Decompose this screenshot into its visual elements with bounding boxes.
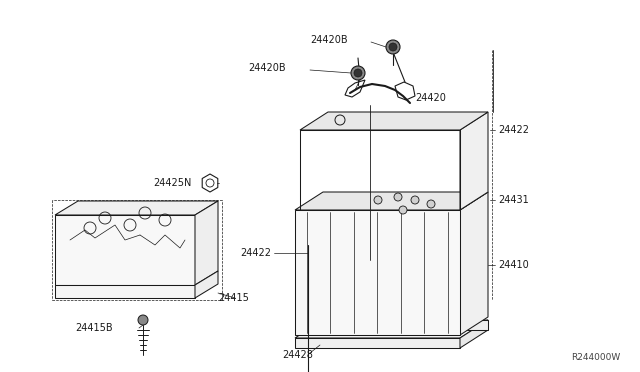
Circle shape — [374, 196, 382, 204]
Text: 24422: 24422 — [240, 248, 271, 258]
Polygon shape — [55, 285, 195, 298]
Circle shape — [399, 206, 407, 214]
Circle shape — [386, 40, 400, 54]
Polygon shape — [295, 210, 460, 335]
Polygon shape — [323, 320, 488, 330]
Text: 24415B: 24415B — [75, 323, 113, 333]
Polygon shape — [460, 112, 488, 210]
Polygon shape — [195, 201, 218, 285]
Circle shape — [427, 200, 435, 208]
Circle shape — [389, 43, 397, 51]
Circle shape — [411, 196, 419, 204]
Text: 24420B: 24420B — [310, 35, 348, 45]
Polygon shape — [295, 320, 488, 338]
Text: 24428: 24428 — [282, 350, 313, 360]
Text: 24422: 24422 — [498, 125, 529, 135]
Circle shape — [138, 315, 148, 325]
Text: R244000W: R244000W — [571, 353, 620, 362]
Polygon shape — [55, 215, 195, 285]
Circle shape — [354, 69, 362, 77]
Polygon shape — [460, 320, 488, 348]
Text: 24420B: 24420B — [248, 63, 285, 73]
Text: 24425N: 24425N — [153, 178, 191, 188]
Text: 24410: 24410 — [498, 260, 529, 270]
Text: 24415: 24415 — [218, 293, 249, 303]
Text: 24420: 24420 — [415, 93, 446, 103]
Polygon shape — [295, 192, 488, 210]
Circle shape — [394, 193, 402, 201]
Polygon shape — [460, 192, 488, 335]
Circle shape — [351, 66, 365, 80]
Polygon shape — [55, 201, 218, 215]
Polygon shape — [300, 112, 488, 130]
Text: 24431: 24431 — [498, 195, 529, 205]
Polygon shape — [295, 338, 460, 348]
Polygon shape — [195, 271, 218, 298]
